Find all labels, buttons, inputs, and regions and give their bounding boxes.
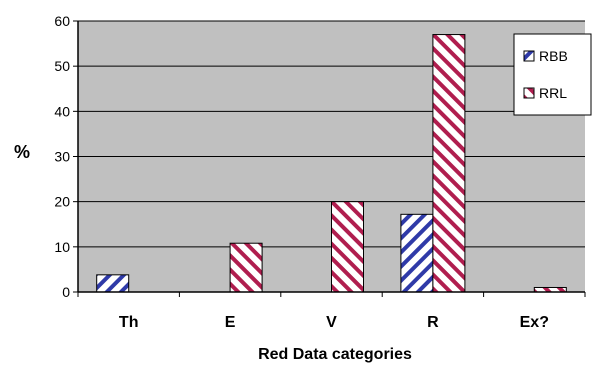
y-tick-label: 50 <box>54 58 70 74</box>
x-tick-label: Ex? <box>520 314 549 331</box>
y-tick-label: 30 <box>54 149 70 165</box>
y-tick-label: 20 <box>54 194 70 210</box>
y-tick-label: 60 <box>54 13 70 29</box>
bar-rrl-r <box>432 34 466 293</box>
legend-box <box>513 33 592 116</box>
bars <box>96 34 567 293</box>
legend-label-rrl: RRL <box>539 85 567 101</box>
x-axis-label: Red Data categories <box>258 346 412 363</box>
y-tick-label: 10 <box>54 239 70 255</box>
legend: RBB RRL <box>513 33 592 116</box>
y-tick-label: 0 <box>62 284 70 300</box>
y-tick-labels: 0 10 20 30 40 50 60 <box>54 13 78 300</box>
legend-label-rbb: RBB <box>539 48 568 64</box>
bar-rrl-e <box>229 242 263 293</box>
x-tick-label: V <box>326 314 337 331</box>
x-tick-label: R <box>427 314 439 331</box>
x-tick-labels: Th E V R Ex? <box>77 292 586 331</box>
x-tick-label: Th <box>119 314 139 331</box>
legend-swatch-rbb <box>523 50 535 62</box>
bar-rbb-r <box>400 213 434 293</box>
legend-swatch-rrl <box>523 87 535 99</box>
x-tick-label: E <box>225 314 236 331</box>
bar-rbb-th <box>96 274 130 293</box>
bar-rrl-v <box>331 201 364 293</box>
y-axis-label: % <box>14 142 30 162</box>
y-tick-label: 40 <box>54 103 70 119</box>
